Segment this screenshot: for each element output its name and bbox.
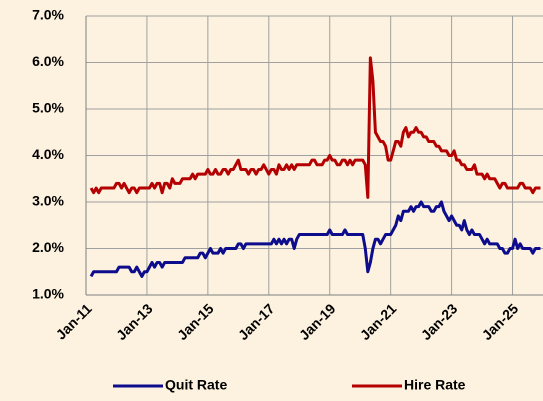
x-tick-label: Jan-17 — [235, 300, 278, 343]
x-tick-label: Jan-11 — [53, 300, 95, 342]
x-tick-label: Jan-19 — [296, 300, 339, 343]
y-tick-label: 3.0% — [32, 193, 64, 209]
series-line — [89, 56, 541, 199]
x-tick-label: Jan-25 — [479, 300, 522, 343]
y-tick-label: 7.0% — [32, 7, 64, 23]
x-tick-label: Jan-23 — [418, 300, 461, 343]
x-tick-label: Jan-13 — [113, 300, 156, 343]
y-tick-label: 4.0% — [32, 146, 64, 162]
x-tick-label: Jan-15 — [174, 300, 217, 343]
legend-label: Hire Rate — [404, 377, 466, 393]
y-tick-label: 1.0% — [32, 286, 64, 302]
y-tick-label: 2.0% — [32, 239, 64, 255]
legend-label: Quit Rate — [165, 377, 227, 393]
y-tick-label: 5.0% — [32, 100, 64, 116]
x-tick-label: Jan-21 — [357, 300, 400, 343]
series-line — [89, 200, 541, 278]
y-tick-label: 6.0% — [32, 53, 64, 69]
